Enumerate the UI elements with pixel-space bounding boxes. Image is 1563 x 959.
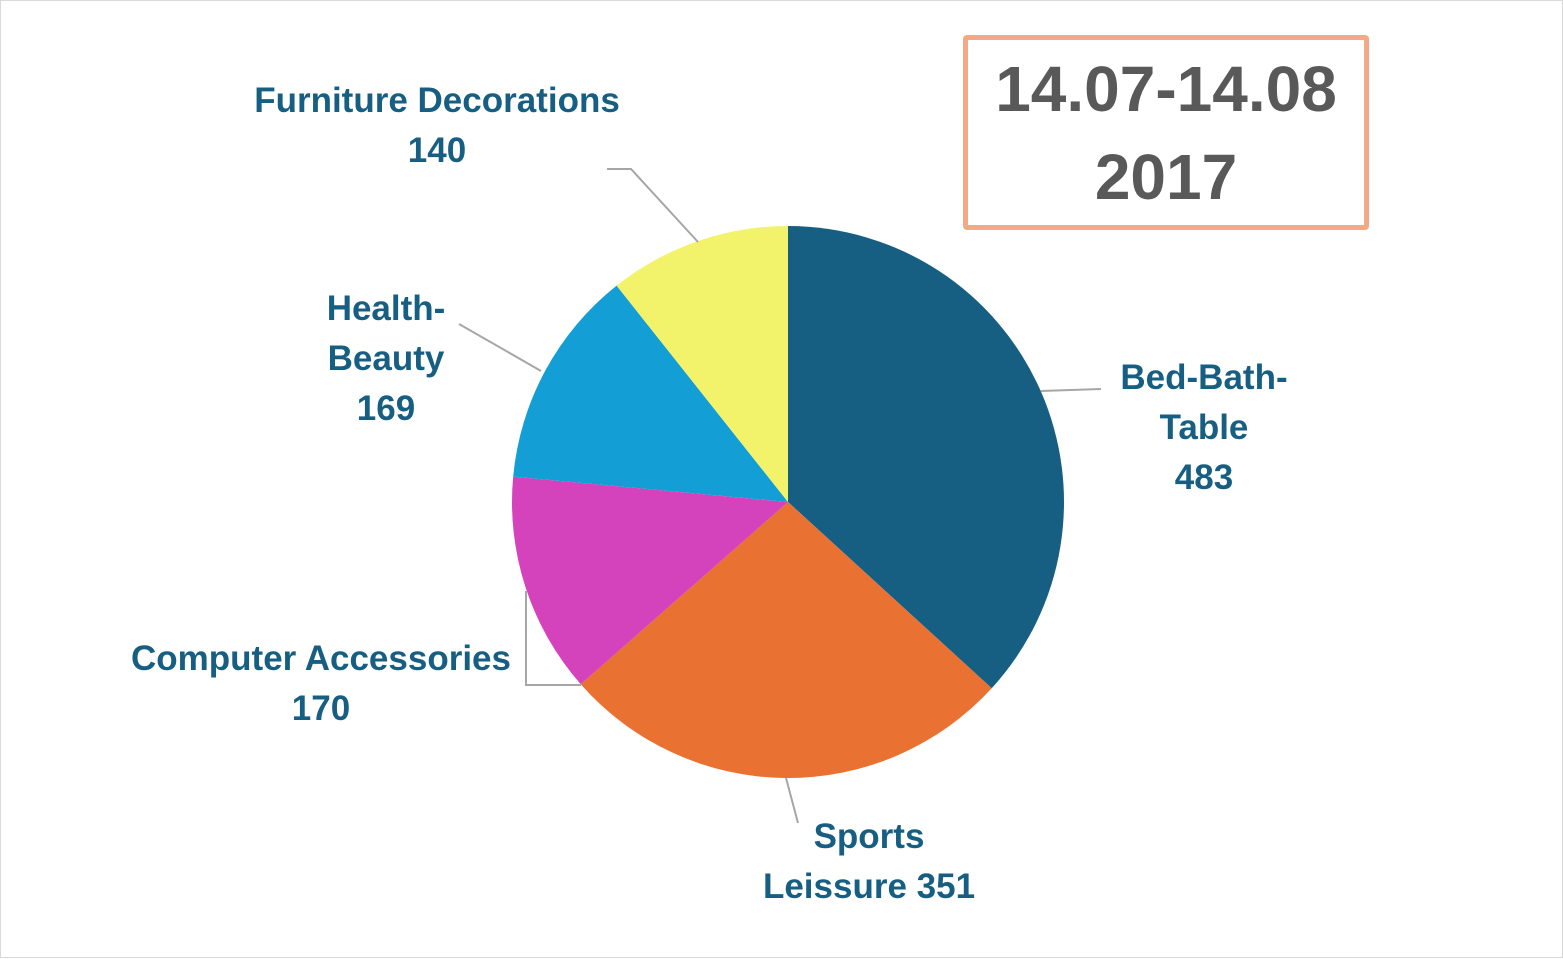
data-label-line: 170 xyxy=(292,689,350,728)
data-label-bed-bath-table: Bed-Bath- Table 483 xyxy=(1120,358,1287,497)
leader-lines xyxy=(458,168,1102,824)
pie-slice-furniture-decorations xyxy=(616,226,788,502)
date-range-text: 14.07-14.08 xyxy=(995,52,1337,125)
pie-slice-sports-leissure xyxy=(580,502,992,778)
data-label-line: Beauty xyxy=(328,339,445,378)
pie-slices xyxy=(512,226,1064,778)
data-label-computer-accessories: Computer Accessories 170 xyxy=(131,639,511,728)
pie-slice-health-beauty xyxy=(513,285,788,502)
year-text: 2017 xyxy=(1094,140,1238,213)
leader-line-health-beauty xyxy=(458,323,542,372)
data-label-line: Sports xyxy=(814,817,925,856)
data-label-line: 140 xyxy=(408,131,466,170)
leader-line-bed-bath-table xyxy=(1040,388,1102,392)
pie-slice-bed-bath-table xyxy=(788,226,1064,689)
data-label-line: Leissure 351 xyxy=(763,867,975,906)
leader-line-computer-accessories xyxy=(525,591,581,686)
data-label-line: Furniture Decorations xyxy=(254,81,620,120)
data-label-furniture-decorations: Furniture Decorations 140 xyxy=(254,81,620,170)
leader-line-sports-leissure xyxy=(785,777,799,824)
date-range-box: 14.07-14.08 2017 xyxy=(963,35,1369,230)
data-label-line: 169 xyxy=(357,389,415,428)
data-label-line: Health- xyxy=(327,289,446,328)
data-label-line: 483 xyxy=(1175,458,1233,497)
data-label-line: Bed-Bath- xyxy=(1120,358,1287,397)
data-label-sports-leissure: Sports Leissure 351 xyxy=(763,817,975,906)
data-label-line: Computer Accessories xyxy=(131,639,511,678)
pie-slice-computer-accessories xyxy=(512,476,788,685)
data-labels: Bed-Bath- Table 483 Sports Leissure 351 Compu… xyxy=(131,81,1288,906)
leader-line-furniture-decorations xyxy=(607,168,699,243)
data-label-line: Table xyxy=(1160,408,1249,447)
data-label-health-beauty: Health- Beauty 169 xyxy=(327,289,446,428)
